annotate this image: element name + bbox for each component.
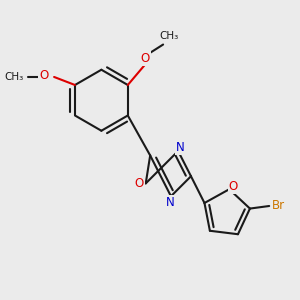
Text: Br: Br	[272, 200, 285, 212]
Text: N: N	[176, 141, 185, 154]
Text: O: O	[39, 69, 48, 82]
Text: O: O	[229, 180, 238, 193]
Text: N: N	[166, 196, 175, 208]
Text: O: O	[135, 177, 144, 190]
Text: CH₃: CH₃	[4, 72, 24, 82]
Text: CH₃: CH₃	[159, 31, 178, 41]
Text: O: O	[141, 52, 150, 65]
